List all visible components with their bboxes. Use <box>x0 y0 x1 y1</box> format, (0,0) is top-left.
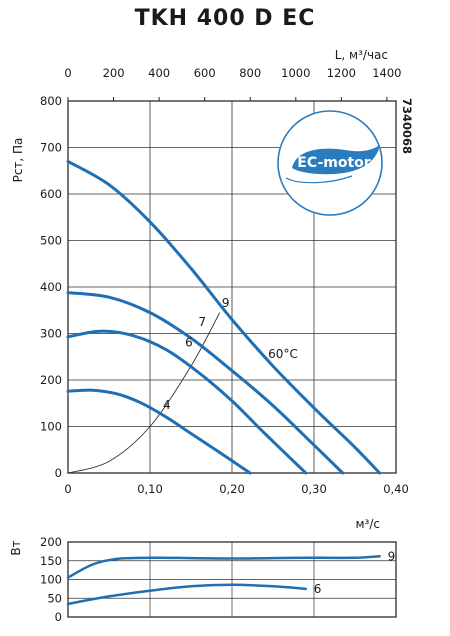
x-tick-label: 0,40 <box>383 482 409 496</box>
power-y-tick-label: 150 <box>40 554 62 568</box>
main-plot-series: 9 76 4 <box>66 159 382 475</box>
pressure-curve-7 <box>66 291 345 475</box>
x-tick-label: 0,10 <box>137 482 163 496</box>
power-y-tick-label: 200 <box>40 535 62 549</box>
power-plot-ticks: 0 50 100 150 200 <box>40 535 62 624</box>
x-tick-label: 0,30 <box>301 482 327 496</box>
x-top-tick-label: 1000 <box>281 66 310 80</box>
pressure-curve-4 <box>66 388 252 475</box>
pressure-curve-9 <box>66 159 382 475</box>
x-axis-label: м³/с <box>355 517 380 531</box>
y-tick-label: 600 <box>40 187 62 201</box>
power-y-tick-label: 50 <box>47 591 62 605</box>
x-top-tick-label: 600 <box>194 66 216 80</box>
y-tick-label: 700 <box>40 141 62 155</box>
x-top-tick-label: 200 <box>103 66 125 80</box>
y-tick-label: 200 <box>40 373 62 387</box>
curve-label-7: 7 <box>198 315 206 329</box>
x-top-tick-label: 1200 <box>327 66 356 80</box>
temperature-label: 60°C <box>268 347 298 361</box>
x-top-tick-label: 1400 <box>372 66 401 80</box>
x-top-axis-label: L, м³/час <box>335 48 388 62</box>
y-tick-label: 0 <box>55 466 62 480</box>
power-y-tick-label: 100 <box>40 573 62 587</box>
power-plot-grid <box>67 541 397 618</box>
y-tick-label: 300 <box>40 327 62 341</box>
chart-title: TKH 400 D EC <box>134 6 316 31</box>
system-resistance-curve <box>67 312 221 474</box>
x-tick-label: 0 <box>64 482 71 496</box>
ec-motor-badge: EC-motor <box>277 110 383 216</box>
y-tick-label: 500 <box>40 234 62 248</box>
power-plot-series: 96 <box>66 549 396 606</box>
y-tick-label: 100 <box>40 420 62 434</box>
y-tick-label: 800 <box>40 94 62 108</box>
x-tick-label: 0,20 <box>219 482 245 496</box>
ec-motor-label: EC-motor <box>297 155 370 171</box>
curve-label-9: 9 <box>222 296 230 310</box>
x-top-tick-label: 400 <box>148 66 170 80</box>
power-curve-label-9: 9 <box>388 549 396 563</box>
product-code: 7340068 <box>400 98 414 154</box>
power-curve-6 <box>66 583 308 606</box>
x-top-tick-label: 800 <box>239 66 261 80</box>
curve-label-6: 6 <box>185 335 193 349</box>
power-curve-9 <box>66 555 381 579</box>
y-axis-label: Pст, Па <box>11 138 25 183</box>
pressure-curve-6 <box>66 329 308 475</box>
power-y-axis-label: Вт <box>9 540 23 555</box>
power-curve-label-6: 6 <box>314 582 322 596</box>
power-y-tick-label: 0 <box>55 610 62 624</box>
x-top-tick-label: 0 <box>64 66 71 80</box>
y-tick-label: 400 <box>40 280 62 294</box>
curve-label-4: 4 <box>163 398 171 412</box>
